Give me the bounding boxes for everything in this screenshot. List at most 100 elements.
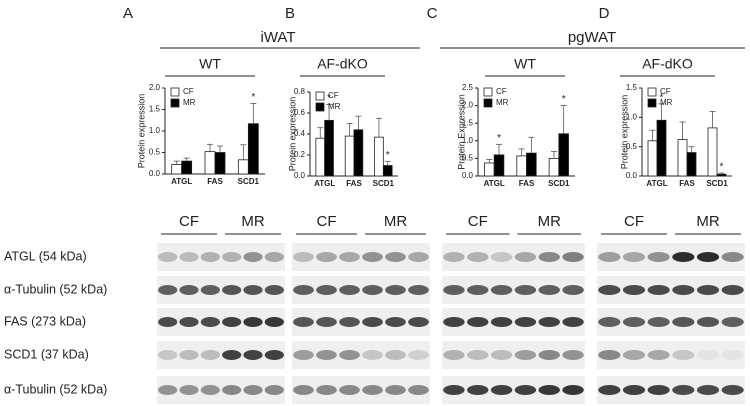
blot-band: [622, 350, 646, 360]
blot-band: [243, 385, 263, 395]
blot-band: [443, 285, 465, 295]
x-tick-label: SCD1: [706, 179, 728, 188]
blot-band: [514, 350, 537, 360]
blot-band: [490, 252, 513, 262]
legend-label: CF: [496, 87, 507, 96]
y-axis-label: Protein expression: [136, 94, 146, 169]
y-tick-label: 2.0: [149, 83, 161, 92]
y-tick-label: 1.5: [462, 118, 474, 127]
blot-band: [696, 350, 720, 360]
blot-band: [490, 317, 513, 327]
y-axis-label: Protein expression: [287, 97, 297, 172]
blot-band: [264, 350, 284, 360]
blot-band: [598, 317, 621, 327]
y-tick-label: 1.5: [626, 83, 638, 92]
blot-background: [442, 276, 585, 304]
legend-swatch: [483, 98, 493, 108]
panel-letter: B: [285, 5, 295, 22]
blot-band: [647, 317, 670, 327]
blot-band: [158, 385, 178, 395]
x-tick-label: FAS: [207, 177, 223, 186]
bar: [677, 139, 688, 177]
blot-band: [514, 385, 537, 395]
subtitle: AF-dKO: [642, 56, 693, 72]
blot-band: [200, 385, 220, 395]
group-label: MR: [241, 213, 264, 230]
blot-row-label: α-Tubulin (52 kDa): [4, 382, 107, 396]
y-tick-label: 1.0: [462, 136, 474, 145]
y-tick-label: 0.4: [294, 129, 306, 138]
bar: [344, 135, 355, 177]
legend-swatch: [647, 87, 657, 97]
blot-band: [562, 317, 584, 327]
bar: [214, 152, 226, 175]
blot-background: [292, 243, 430, 271]
bar: [493, 154, 505, 177]
blot-band: [562, 252, 584, 262]
y-tick-label: 1.5: [149, 105, 161, 114]
blot-band: [647, 285, 670, 295]
blot-band: [562, 350, 584, 360]
y-tick-label: 0.5: [462, 154, 474, 163]
bar: [516, 155, 527, 177]
blot-band: [200, 285, 220, 295]
blot-background: [442, 341, 585, 369]
blot-band: [200, 317, 220, 327]
significance-marker: *: [251, 92, 255, 103]
blot-background: [597, 243, 745, 271]
blot-band: [222, 385, 242, 395]
legend-label: MR: [496, 98, 509, 107]
blot-background: [292, 376, 430, 404]
bar: [315, 137, 326, 177]
panel-letter: D: [599, 5, 610, 22]
legend-swatch: [315, 91, 325, 101]
blot-band: [243, 350, 263, 360]
legend-swatch: [483, 87, 493, 97]
blot-band: [538, 285, 560, 295]
panel-letter: C: [427, 5, 438, 22]
blot-band: [490, 385, 513, 395]
group-label: CF: [317, 213, 337, 230]
blot-band: [443, 317, 465, 327]
bar: [171, 164, 183, 175]
blot-background: [292, 276, 430, 304]
blot-band: [316, 285, 337, 295]
blot-band: [264, 317, 284, 327]
blot-band: [538, 317, 560, 327]
group-label: CF: [468, 213, 488, 230]
x-tick-label: ATGL: [646, 179, 667, 188]
group-label: MR: [696, 213, 719, 230]
bar: [558, 133, 569, 177]
blot-band: [316, 385, 337, 395]
blot-band: [514, 252, 537, 262]
bar: [181, 160, 193, 175]
blot-band: [179, 285, 199, 295]
bar: [374, 136, 384, 177]
blot-band: [222, 317, 242, 327]
y-tick-label: 0.0: [294, 171, 306, 180]
legend-swatch: [170, 87, 180, 97]
blot-band: [672, 350, 695, 360]
blot-band: [672, 317, 695, 327]
blot-band: [264, 285, 284, 295]
bar: [247, 123, 259, 175]
blot-band: [362, 385, 383, 395]
blot-band: [672, 385, 695, 395]
blot-band: [443, 252, 465, 262]
blot-band: [647, 385, 670, 395]
blot-band: [158, 350, 178, 360]
blot-band: [467, 252, 489, 262]
blot-row-label: α-Tubulin (52 kDa): [4, 282, 107, 296]
blot-band: [222, 350, 242, 360]
blot-row-label: FAS (273 kDa): [4, 314, 86, 328]
bar: [647, 140, 658, 177]
blot-band: [696, 317, 720, 327]
blot-band: [622, 317, 646, 327]
legend-label: CF: [660, 87, 671, 96]
blot-background: [157, 308, 285, 336]
blot-band: [514, 317, 537, 327]
blot-band: [443, 385, 465, 395]
blot-band: [721, 252, 744, 262]
